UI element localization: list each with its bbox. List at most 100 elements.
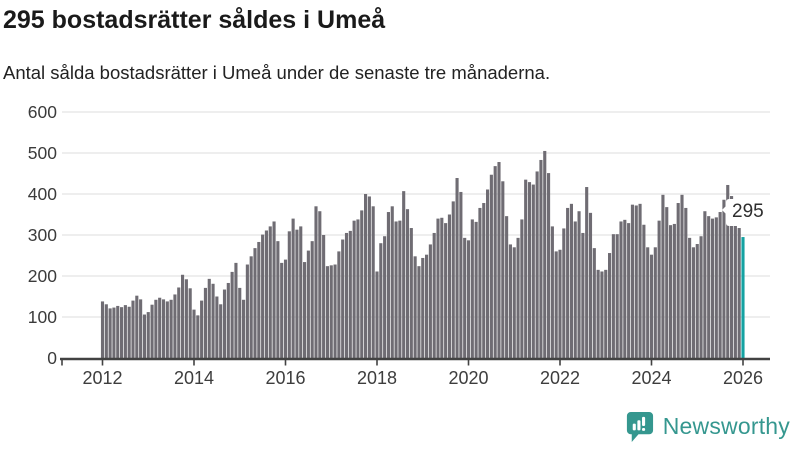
bar <box>161 299 166 358</box>
bar <box>737 228 741 358</box>
bar <box>684 207 688 358</box>
bar <box>154 299 158 358</box>
bar <box>104 304 108 358</box>
bar <box>432 232 436 358</box>
bar <box>516 237 520 358</box>
bar <box>630 204 634 358</box>
bar <box>566 207 570 358</box>
y-axis-label: 400 <box>28 184 57 204</box>
bar <box>417 266 421 358</box>
bar <box>470 219 474 358</box>
bar <box>562 228 566 358</box>
bar <box>447 214 451 358</box>
bar <box>127 306 131 358</box>
bar <box>211 283 215 358</box>
bar <box>177 287 181 358</box>
x-axis-label: 2018 <box>357 368 397 388</box>
bar <box>409 228 413 358</box>
bar <box>527 182 532 358</box>
bar <box>421 257 425 358</box>
bar <box>146 312 150 358</box>
bar <box>707 216 711 358</box>
bar <box>272 221 276 358</box>
bar <box>169 299 173 358</box>
bar <box>333 264 337 358</box>
bar <box>131 300 135 358</box>
bar <box>360 210 364 358</box>
bar <box>135 295 139 358</box>
bar <box>554 251 558 358</box>
y-axis-label: 600 <box>28 102 57 122</box>
y-axis-label: 300 <box>28 225 57 245</box>
bar <box>348 230 352 358</box>
bar <box>245 264 249 358</box>
bar <box>215 296 219 358</box>
bar <box>337 251 341 358</box>
bar <box>661 194 665 358</box>
bar <box>695 244 699 358</box>
y-axis-label: 200 <box>28 266 57 286</box>
bar <box>398 220 402 358</box>
bar <box>196 315 200 358</box>
bar <box>352 220 356 358</box>
bar <box>669 225 673 358</box>
bar <box>329 265 333 358</box>
bar <box>303 262 307 358</box>
bar <box>165 301 169 358</box>
bar <box>440 217 444 358</box>
bar <box>714 217 718 358</box>
bar <box>539 159 543 358</box>
bar <box>200 300 204 358</box>
bar <box>295 229 299 358</box>
bar <box>718 212 722 358</box>
bar <box>524 179 528 358</box>
newsworthy-bars-icon <box>626 411 653 442</box>
bar <box>581 232 585 358</box>
bar <box>226 282 230 358</box>
bar <box>505 216 509 358</box>
bar <box>325 266 329 358</box>
bar <box>291 218 295 358</box>
bar <box>730 196 734 358</box>
bar <box>501 181 505 358</box>
x-axis-label: 2022 <box>540 368 580 388</box>
bar <box>653 247 657 358</box>
bar <box>249 256 253 358</box>
bar <box>619 221 623 358</box>
bar <box>627 223 631 358</box>
x-axis-label: 2020 <box>448 368 488 388</box>
bar <box>676 203 680 358</box>
bar <box>428 244 432 358</box>
bar <box>310 241 314 358</box>
bar <box>604 269 608 358</box>
bar <box>623 219 627 358</box>
bar <box>242 299 246 358</box>
bar <box>386 212 390 358</box>
bar <box>371 206 375 358</box>
bar <box>344 232 349 358</box>
bar <box>116 305 120 358</box>
bar <box>463 237 467 358</box>
bar <box>588 212 593 358</box>
bar <box>383 236 387 358</box>
bar <box>444 223 448 358</box>
bar <box>550 226 554 358</box>
bar <box>688 237 692 358</box>
bar <box>493 166 497 358</box>
bar <box>680 194 684 358</box>
bar <box>100 301 105 358</box>
x-axis-label: 2026 <box>723 368 763 388</box>
bar <box>181 274 185 358</box>
bar <box>219 304 223 358</box>
bar <box>139 299 143 358</box>
bar <box>569 203 573 358</box>
bar <box>547 173 551 358</box>
bar <box>207 278 211 358</box>
x-axis-label: 2024 <box>631 368 671 388</box>
bar <box>691 247 695 358</box>
bar <box>341 239 345 358</box>
bar <box>322 235 326 358</box>
page-title: 295 bostadsrätter såldes i Umeå <box>3 6 386 34</box>
